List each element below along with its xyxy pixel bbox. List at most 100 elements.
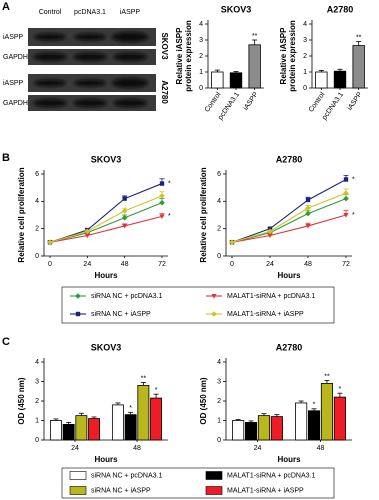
y-tick-label: 3 (199, 37, 203, 44)
chart-title: SKOV3 (221, 4, 252, 14)
legend-label: siRNA NC + iASPP (91, 311, 151, 318)
series-line (49, 195, 163, 243)
data-point (305, 205, 311, 211)
legend-swatch (69, 471, 87, 480)
y-tick-label: 1 (199, 69, 203, 76)
y-tick-label: 0 (35, 437, 39, 444)
legend-label: MALAT1-siRNA + pcDNA3.1 (227, 472, 315, 479)
y-tick-label: 6 (35, 171, 39, 178)
significance-marker: * (352, 212, 355, 219)
bar (248, 44, 261, 89)
bar (333, 70, 347, 89)
row-label: iASPP (3, 34, 24, 41)
error-bar (324, 380, 330, 384)
bar (124, 414, 137, 441)
significance-marker: * (313, 402, 316, 409)
legend-label: siRNA NC + pcDNA3.1 (91, 472, 162, 479)
data-point (305, 223, 311, 229)
bar (307, 410, 321, 441)
error-bar (78, 412, 84, 416)
panel-label: C (2, 336, 10, 348)
chart-title: A2780 (276, 154, 303, 164)
x-axis-label: Hours (277, 455, 301, 464)
y-tick-label: 1 (217, 417, 221, 424)
y-tick-label: 6 (217, 171, 221, 178)
x-tick-label: 0 (48, 261, 52, 268)
error-bar (252, 39, 258, 45)
bar (75, 415, 88, 441)
significance-marker: ** (324, 373, 330, 380)
x-tick-label: 72 (158, 261, 166, 268)
error-bar (248, 420, 254, 423)
y-tick-label: 2 (35, 398, 39, 405)
data-point (343, 190, 349, 196)
bar (352, 45, 365, 89)
data-point (267, 233, 273, 239)
x-tick-label: 24 (254, 445, 262, 452)
legend-swatch (205, 471, 223, 480)
legend-label: siRNA NC + iASPP (91, 487, 151, 494)
y-tick-label: 3 (35, 378, 39, 385)
bar (320, 383, 334, 441)
error-bar (115, 402, 121, 405)
x-tick-label: iASPP (242, 91, 260, 112)
x-tick-label: 48 (121, 261, 129, 268)
y-axis-label: Relative iASPP (175, 27, 184, 85)
y-tick-label: 0 (303, 85, 307, 92)
panel-label: B (2, 152, 10, 164)
series-line (231, 178, 347, 243)
bar (257, 415, 271, 441)
y-axis-label: Relative cell proliferation (199, 167, 208, 262)
significance-marker: * (339, 386, 342, 393)
significance-marker: * (168, 213, 171, 220)
y-tick-label: 4 (35, 359, 39, 366)
chart-title: SKOV3 (91, 154, 122, 164)
x-tick-label: 72 (342, 261, 350, 268)
y-axis-label: Relative iASPP (279, 27, 288, 85)
data-point (159, 181, 165, 186)
error-bar (261, 413, 267, 416)
bar (315, 71, 328, 89)
data-point (84, 233, 90, 239)
y-axis-label: Relative cell proliferation (17, 167, 26, 262)
bar (111, 404, 124, 441)
significance-marker: ** (252, 33, 258, 40)
legend-label: MALAT1-siRNA + iASPP (227, 487, 304, 494)
bar (88, 418, 101, 441)
y-tick-label: 0 (199, 85, 203, 92)
data-point (121, 214, 128, 221)
y-tick-label: 4 (217, 198, 221, 205)
legend-box (61, 467, 335, 499)
data-point (343, 177, 349, 182)
lane-label: pcDNA3.1 (74, 9, 106, 16)
data-point (121, 208, 128, 214)
significance-marker: * (352, 176, 355, 183)
data-point (159, 193, 165, 199)
error-bar (311, 408, 317, 411)
bar (270, 416, 283, 441)
western-blot: Control pcDNA3.1 iASPP iASPP GAPDH iASPP… (3, 9, 169, 111)
row-label: iASPP (3, 80, 24, 87)
x-axis-label: Hours (94, 271, 118, 280)
bar (49, 420, 62, 441)
significance-marker: * (168, 180, 171, 187)
blot-bands (33, 32, 148, 107)
error-bar (214, 69, 220, 72)
significance-marker: ** (141, 375, 147, 382)
error-bar (91, 416, 97, 419)
x-tick-label: Control (204, 91, 223, 114)
error-bar (298, 400, 304, 403)
lane-label: iASPP (120, 9, 141, 16)
y-tick-label: 3 (217, 378, 221, 385)
legend-marker (211, 294, 217, 299)
y-tick-label: 1 (303, 69, 307, 76)
y-tick-label: 0 (35, 253, 39, 260)
error-bar (128, 411, 134, 415)
data-point (305, 210, 311, 217)
x-tick-label: 24 (71, 445, 79, 452)
bar (137, 384, 150, 441)
bar (333, 396, 346, 441)
y-tick-label: 4 (303, 21, 307, 28)
bar (295, 402, 308, 441)
